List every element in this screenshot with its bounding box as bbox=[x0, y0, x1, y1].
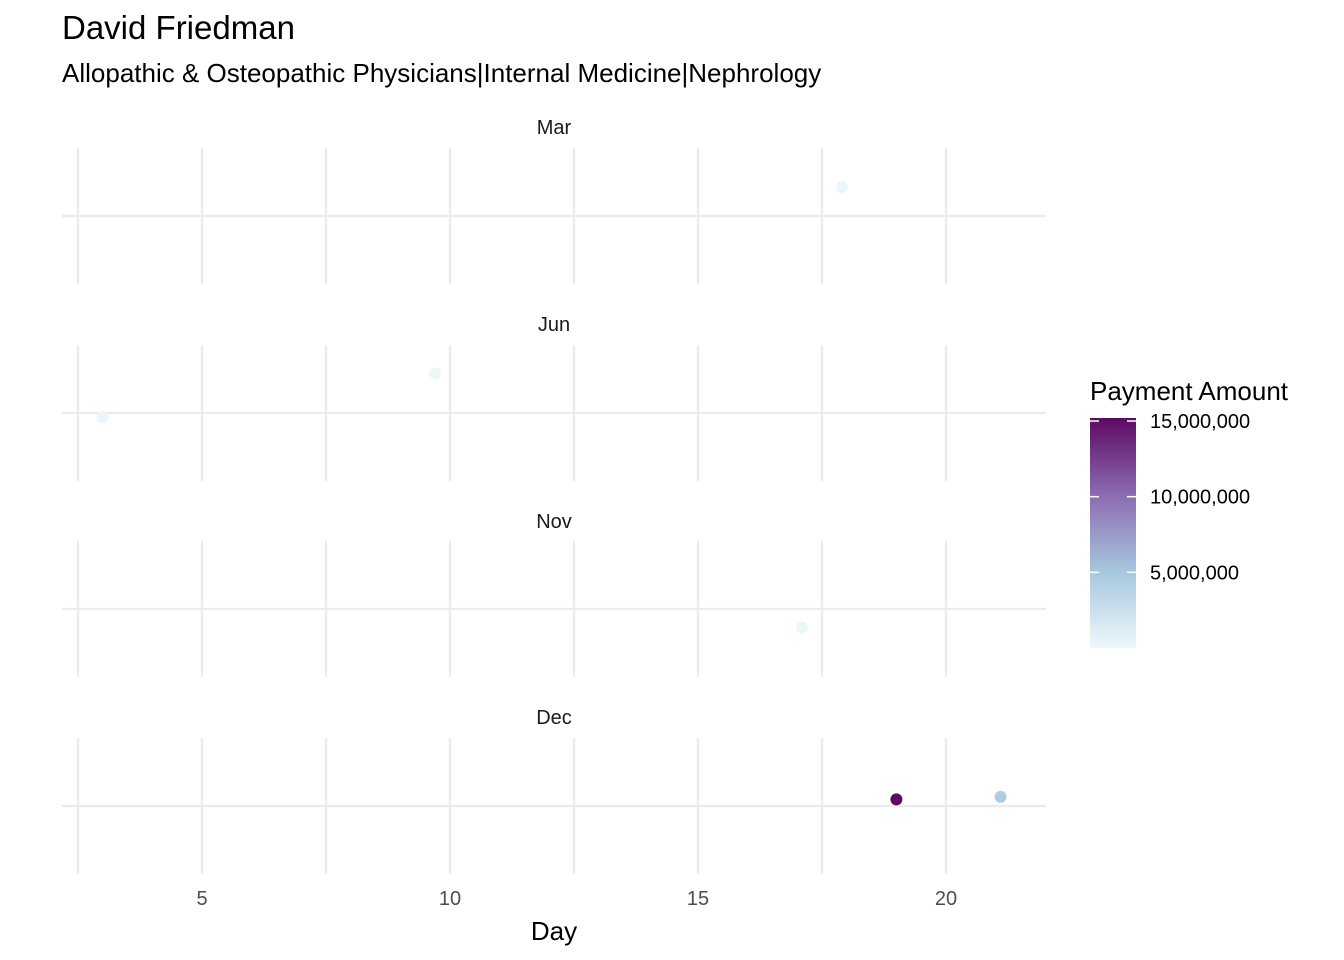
legend-break-label: 10,000,000 bbox=[1150, 487, 1250, 509]
facet-jun: Jun bbox=[62, 314, 1046, 481]
data-point bbox=[835, 180, 848, 193]
data-point bbox=[890, 793, 903, 806]
x-tick-label: 10 bbox=[439, 888, 461, 910]
facet-strip-label: Dec bbox=[536, 707, 572, 729]
legend-colorbar bbox=[1090, 418, 1136, 648]
data-point bbox=[796, 621, 809, 634]
data-point bbox=[994, 790, 1007, 803]
x-tick-label: 20 bbox=[935, 888, 957, 910]
legend-break-label: 5,000,000 bbox=[1150, 562, 1239, 584]
data-point bbox=[429, 367, 442, 380]
legend-break-label: 15,000,000 bbox=[1150, 411, 1250, 433]
facet-strip-label: Nov bbox=[536, 511, 572, 533]
facet-panels: Mar Jun Nov Dec bbox=[62, 117, 1046, 874]
facet-dec: Dec bbox=[62, 707, 1046, 874]
x-axis: 5 10 15 20 bbox=[196, 888, 957, 910]
x-axis-title: Day bbox=[531, 916, 577, 946]
data-point bbox=[96, 410, 109, 423]
facet-nov: Nov bbox=[62, 511, 1046, 677]
x-tick-label: 5 bbox=[196, 888, 207, 910]
legend-title: Payment Amount bbox=[1090, 376, 1289, 406]
facet-mar: Mar bbox=[62, 117, 1046, 284]
chart-subtitle: Allopathic & Osteopathic Physicians|Inte… bbox=[62, 58, 822, 88]
chart-title: David Friedman bbox=[62, 9, 295, 46]
x-tick-label: 15 bbox=[687, 888, 709, 910]
facet-strip-label: Mar bbox=[537, 117, 572, 139]
color-legend: Payment Amount 15,000,000 10,000,000 5,000… bbox=[1090, 376, 1289, 648]
facet-strip-label: Jun bbox=[538, 314, 570, 336]
